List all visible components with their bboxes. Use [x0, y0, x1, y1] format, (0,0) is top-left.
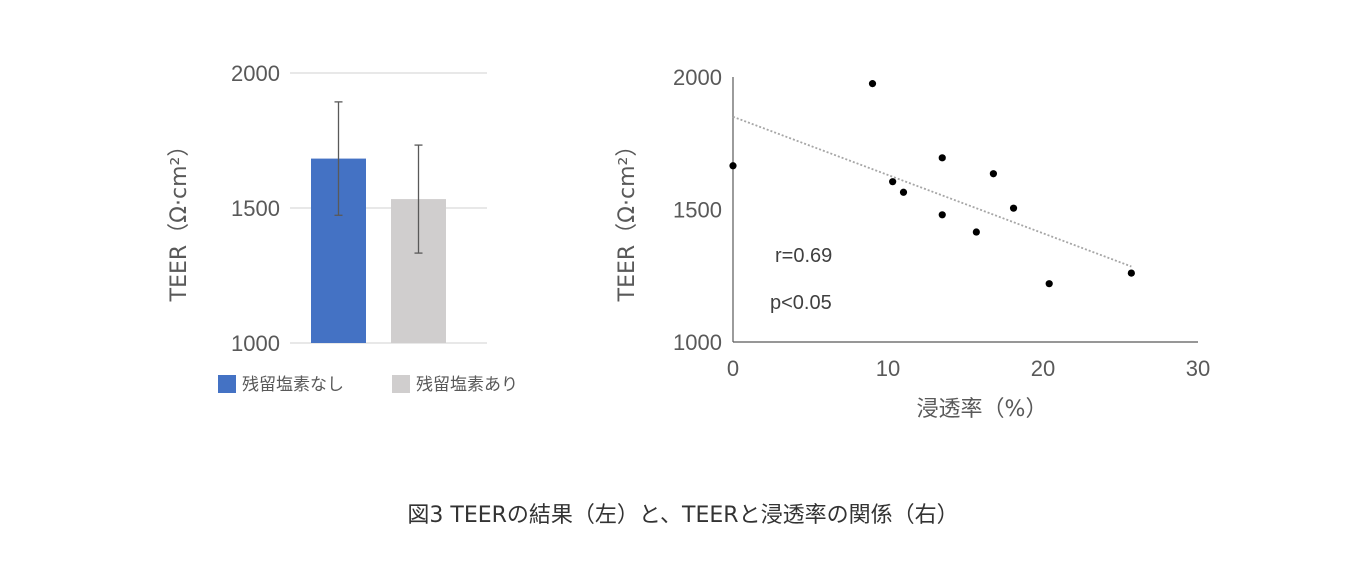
legend-label-no-chlorine: 残留塩素なし	[242, 375, 344, 395]
bar-y-tick-label: 1500	[231, 196, 280, 221]
scatter-point	[729, 162, 737, 170]
error-bar	[334, 101, 343, 216]
legend-swatch-no-chlorine	[218, 375, 236, 393]
scatter-x-tick-label: 0	[727, 356, 739, 381]
scatter-y-tick-labels: 1000 1500 2000	[673, 65, 722, 355]
scatter-points	[729, 80, 1135, 288]
bar-series	[311, 158, 446, 343]
scatter-point	[899, 188, 908, 196]
scatter-x-tick-label: 30	[1186, 356, 1210, 381]
scatter-y-tick-label: 2000	[673, 65, 722, 90]
bar-y-axis-title: TEER（Ω·cm²）	[167, 135, 192, 303]
error-bar	[414, 144, 423, 254]
scatter-trendline	[732, 115, 1132, 268]
bar-y-tick-label: 2000	[231, 61, 280, 86]
scatter-x-tick-label: 10	[876, 356, 900, 381]
bar-legend: 残留塩素なし 残留塩素あり	[218, 375, 518, 395]
scatter-x-tick-label: 20	[1031, 356, 1055, 381]
correlation-annotation: r=0.69	[775, 245, 832, 267]
scatter-point	[989, 170, 998, 178]
scatter-y-tick-label: 1500	[673, 198, 722, 223]
legend-swatch-with-chlorine	[392, 375, 410, 393]
p-value-annotation: p<0.05	[770, 292, 832, 314]
scatter-point	[1045, 280, 1053, 288]
bar-error-bars	[334, 101, 423, 254]
scatter-point	[1009, 204, 1018, 212]
scatter-y-axis-title: TEER（Ω·cm²）	[615, 135, 640, 303]
scatter-point	[972, 228, 980, 236]
scatter-point	[938, 154, 946, 162]
figure-caption: 図3 TEERの結果（左）と、TEERと浸透率の関係（右）	[407, 503, 959, 528]
scatter-y-tick-label: 1000	[673, 330, 722, 355]
scatter-point	[1127, 269, 1135, 277]
bar-chart: 1000 1500 2000 TEER（Ω·cm²） 残留塩素なし 残留塩素あり	[167, 61, 518, 395]
bar-y-tick-labels: 1000 1500 2000	[231, 61, 280, 356]
scatter-x-axis-title: 浸透率（%）	[917, 397, 1048, 422]
scatter-x-tick-labels: 0 10 20 30	[727, 356, 1210, 381]
scatter-point	[889, 178, 897, 186]
scatter-point	[868, 80, 877, 88]
scatter-point	[938, 211, 946, 219]
bar-y-tick-label: 1000	[231, 331, 280, 356]
legend-label-with-chlorine: 残留塩素あり	[416, 375, 518, 395]
